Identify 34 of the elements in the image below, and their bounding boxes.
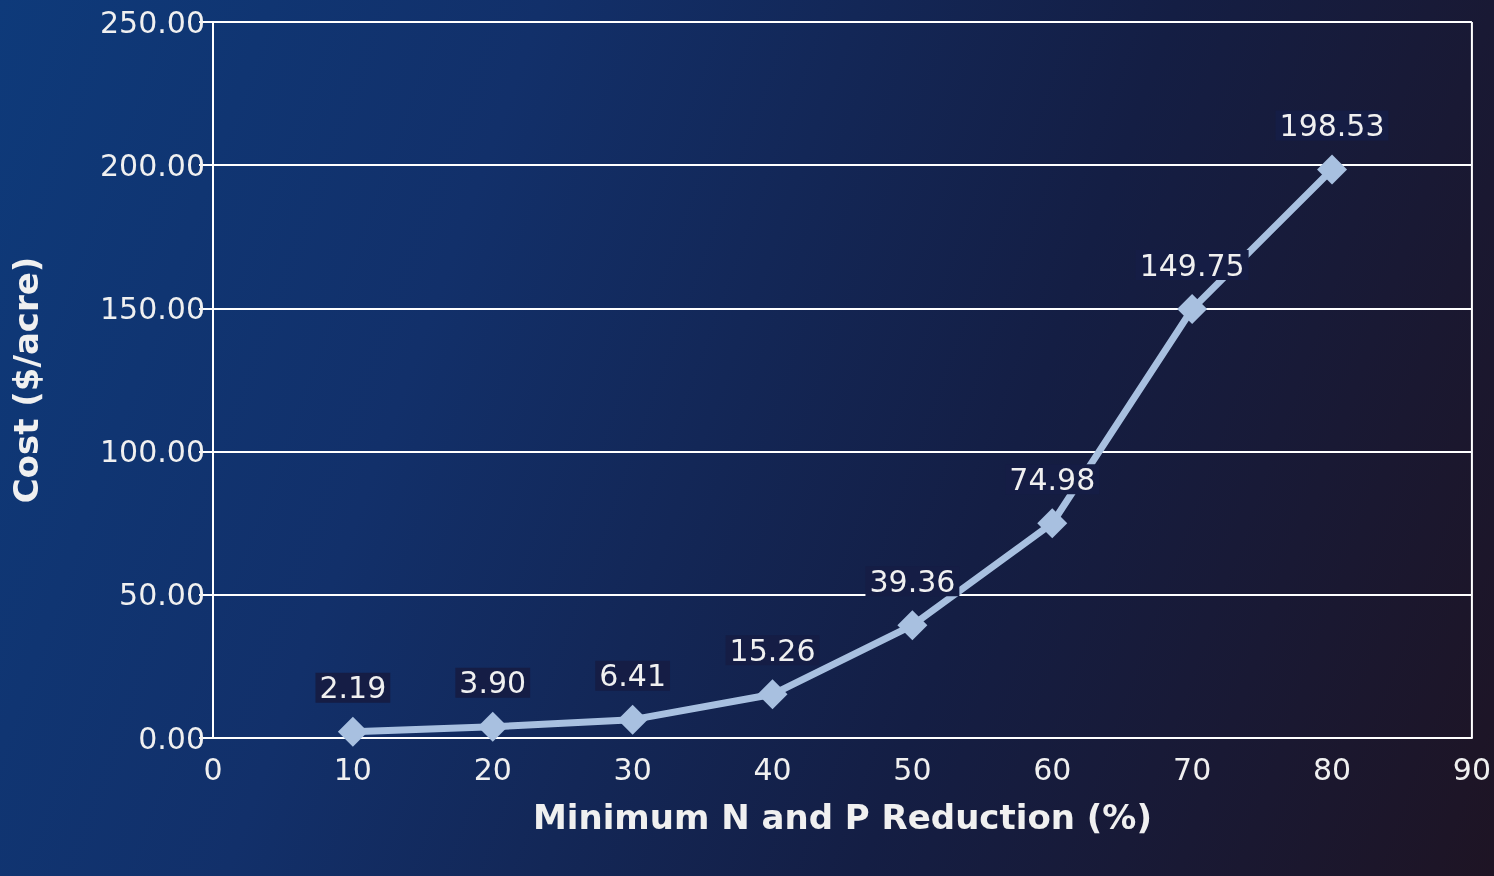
x-tick-label: 70 (1173, 751, 1212, 787)
y-tick-label: 100.00 (100, 434, 205, 470)
data-label: 15.26 (729, 632, 816, 668)
y-tick-label: 200.00 (100, 147, 205, 183)
data-label: 74.98 (1009, 461, 1096, 497)
point (1037, 508, 1068, 539)
x-tick-label: 0 (203, 751, 223, 787)
data-label: 149.75 (1139, 247, 1245, 283)
data-label: 6.41 (599, 658, 667, 694)
x-tick-label: 10 (333, 751, 372, 787)
y-axis-title: Cost ($/acre) (6, 256, 46, 504)
x-tick-label: 20 (473, 751, 512, 787)
x-tick-label: 80 (1312, 751, 1352, 787)
y-tick-label: 50.00 (119, 577, 205, 613)
x-tick-label: 60 (1033, 751, 1072, 787)
point (897, 610, 928, 641)
point (617, 704, 648, 735)
x-tick-label: 50 (893, 751, 932, 787)
data-label: 2.19 (319, 670, 387, 706)
point (1317, 154, 1348, 185)
y-tick-label: 150.00 (100, 290, 205, 326)
point (1177, 294, 1208, 325)
data-label: 39.36 (869, 563, 956, 599)
data-label: 3.90 (459, 665, 527, 701)
point (757, 679, 788, 710)
data-label: 198.53 (1279, 107, 1385, 143)
y-tick-label: 250.00 (100, 4, 205, 40)
x-tick-label: 40 (753, 751, 792, 787)
y-tick-label: 0.00 (138, 720, 205, 756)
x-tick-label: 30 (613, 751, 652, 787)
point (477, 711, 508, 742)
x-axis-title: Minimum N and P Reduction (%) (532, 797, 1152, 837)
point (337, 716, 368, 747)
x-tick-label: 90 (1452, 751, 1492, 787)
